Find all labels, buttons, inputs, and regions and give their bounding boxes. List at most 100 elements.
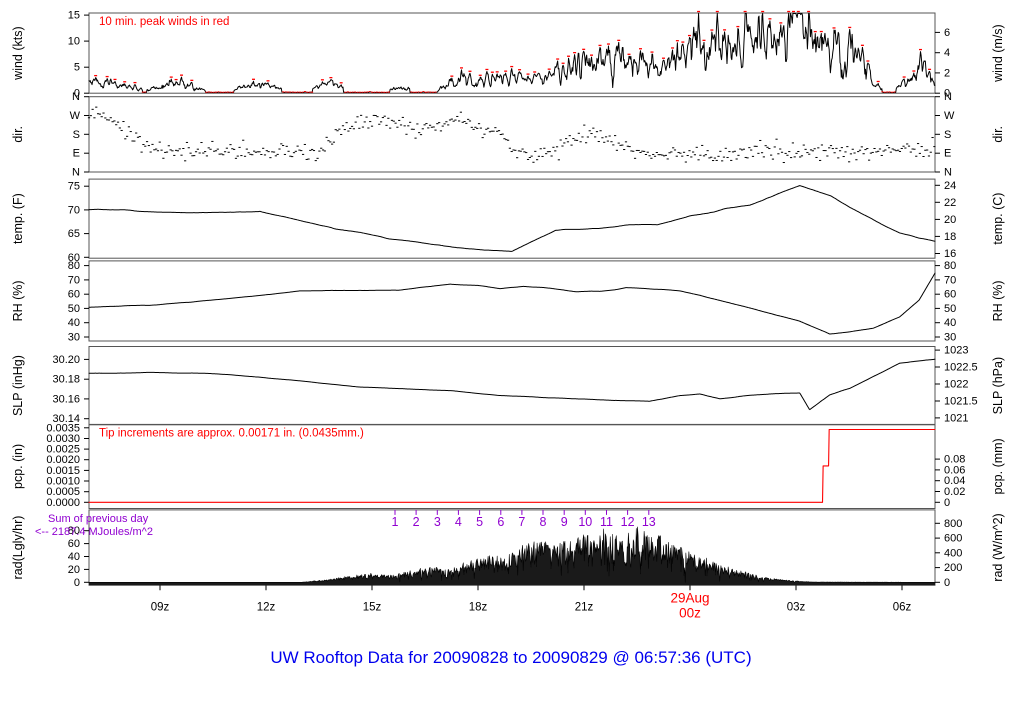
svg-text:0.04: 0.04 [944, 475, 965, 487]
svg-text:21z: 21z [575, 602, 594, 614]
svg-text:E: E [944, 148, 951, 160]
svg-text:N: N [944, 167, 952, 179]
svg-text:E: E [73, 148, 80, 160]
svg-text:70: 70 [944, 274, 956, 286]
svg-text:W: W [70, 110, 81, 122]
svg-text:80: 80 [944, 260, 956, 272]
svg-text:temp. (C): temp. (C) [991, 193, 1005, 245]
svg-text:3: 3 [434, 515, 441, 529]
svg-text:2: 2 [413, 515, 420, 529]
svg-text:18: 18 [944, 231, 956, 243]
svg-text:65: 65 [68, 228, 80, 240]
svg-text:S: S [73, 129, 80, 141]
svg-text:0.0025: 0.0025 [46, 444, 80, 456]
svg-text:9: 9 [561, 515, 568, 529]
svg-text:12z: 12z [257, 602, 276, 614]
svg-text:wind (kts): wind (kts) [11, 26, 25, 80]
svg-text:0.02: 0.02 [944, 486, 965, 498]
svg-text:30: 30 [68, 332, 80, 344]
svg-text:15z: 15z [363, 602, 382, 614]
svg-text:Sum of previous day: Sum of previous day [48, 513, 149, 525]
svg-text:30.18: 30.18 [52, 374, 80, 386]
svg-text:5: 5 [476, 515, 483, 529]
svg-text:60: 60 [68, 289, 80, 301]
svg-text:09z: 09z [151, 602, 170, 614]
svg-text:70: 70 [68, 274, 80, 286]
svg-text:6: 6 [497, 515, 504, 529]
svg-text:60: 60 [68, 538, 80, 550]
svg-text:0.08: 0.08 [944, 454, 965, 466]
svg-text:20: 20 [944, 214, 956, 226]
svg-text:50: 50 [68, 303, 80, 315]
svg-text:10: 10 [578, 515, 592, 529]
svg-text:1022.5: 1022.5 [944, 362, 978, 374]
svg-text:rad(Lgly/hr): rad(Lgly/hr) [11, 516, 25, 580]
svg-text:4: 4 [455, 515, 462, 529]
svg-text:2: 2 [944, 67, 950, 79]
svg-text:6: 6 [944, 27, 950, 39]
svg-text:0: 0 [944, 577, 950, 589]
svg-text:80: 80 [68, 260, 80, 272]
svg-text:N: N [944, 91, 952, 103]
svg-text:RH (%): RH (%) [991, 280, 1005, 321]
svg-text:0: 0 [944, 497, 950, 509]
svg-text:16: 16 [944, 248, 956, 260]
svg-text:22: 22 [944, 197, 956, 209]
svg-text:dir.: dir. [991, 126, 1005, 143]
svg-text:1: 1 [392, 515, 399, 529]
svg-text:SLP (hPa): SLP (hPa) [991, 357, 1005, 414]
svg-text:1021.5: 1021.5 [944, 396, 978, 408]
svg-text:40: 40 [68, 551, 80, 563]
svg-text:0.0005: 0.0005 [46, 486, 80, 498]
svg-text:00z: 00z [679, 606, 701, 621]
svg-text:600: 600 [944, 533, 962, 545]
svg-text:wind (m/s): wind (m/s) [991, 24, 1005, 83]
svg-text:5: 5 [74, 62, 80, 74]
svg-text:N: N [72, 91, 80, 103]
svg-text:30: 30 [944, 332, 956, 344]
svg-text:20: 20 [68, 564, 80, 576]
svg-text:30.16: 30.16 [52, 393, 80, 405]
svg-text:40: 40 [68, 317, 80, 329]
svg-text:29Aug: 29Aug [670, 591, 709, 606]
svg-text:rad (W/m^2): rad (W/m^2) [991, 513, 1005, 581]
svg-text:pcp. (in): pcp. (in) [11, 444, 25, 489]
svg-text:7: 7 [518, 515, 525, 529]
svg-text:0.0030: 0.0030 [46, 433, 80, 445]
svg-text:24: 24 [944, 180, 956, 192]
svg-text:0: 0 [74, 577, 80, 589]
svg-text:4: 4 [944, 47, 950, 59]
svg-text:1021: 1021 [944, 412, 968, 424]
svg-text:temp. (F): temp. (F) [11, 193, 25, 244]
svg-text:12: 12 [621, 515, 635, 529]
svg-text:W: W [944, 110, 955, 122]
svg-text:400: 400 [944, 547, 962, 559]
svg-text:40: 40 [944, 317, 956, 329]
svg-text:0.0020: 0.0020 [46, 454, 80, 466]
svg-text:0.0010: 0.0010 [46, 476, 80, 488]
svg-text:pcp. (mm): pcp. (mm) [991, 438, 1005, 494]
svg-text:8: 8 [540, 515, 547, 529]
svg-text:0.06: 0.06 [944, 464, 965, 476]
svg-text:0.0000: 0.0000 [46, 497, 80, 509]
svg-text:15: 15 [68, 10, 80, 22]
svg-text:Tip increments are approx. 0.0: Tip increments are approx. 0.00171 in. (… [99, 427, 364, 439]
svg-text:SLP (inHg): SLP (inHg) [11, 355, 25, 416]
svg-text:06z: 06z [893, 602, 912, 614]
svg-text:70: 70 [68, 204, 80, 216]
svg-text:S: S [944, 129, 951, 141]
svg-text:11: 11 [600, 515, 613, 529]
svg-text:60: 60 [944, 289, 956, 301]
svg-text:1022: 1022 [944, 379, 968, 391]
svg-text:1023: 1023 [944, 345, 968, 357]
svg-text:30.20: 30.20 [52, 354, 80, 366]
svg-text:50: 50 [944, 303, 956, 315]
svg-text:10: 10 [68, 36, 80, 48]
svg-text:13: 13 [642, 515, 656, 529]
svg-text:RH (%): RH (%) [11, 280, 25, 321]
svg-text:03z: 03z [787, 602, 806, 614]
svg-text:10 min. peak winds in red: 10 min. peak winds in red [99, 16, 229, 28]
svg-text:75: 75 [68, 181, 80, 193]
svg-text:200: 200 [944, 562, 962, 574]
svg-text:0.0015: 0.0015 [46, 465, 80, 477]
